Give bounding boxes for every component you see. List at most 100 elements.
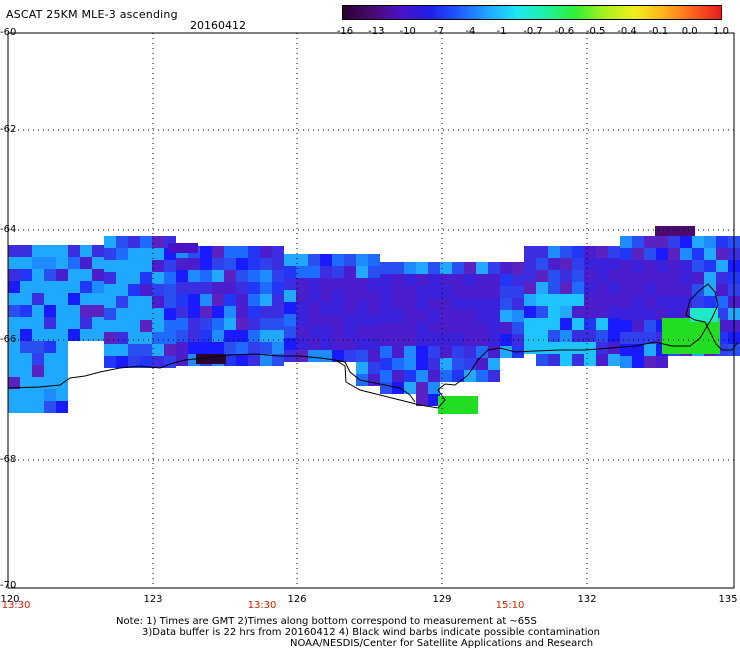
data-pixel	[260, 330, 272, 342]
data-pixel	[416, 298, 428, 310]
data-pixel	[440, 346, 452, 358]
data-pixel	[188, 258, 200, 270]
data-pixel	[56, 353, 68, 365]
data-pixel	[632, 308, 644, 320]
data-pixel	[404, 298, 416, 310]
data-pixel	[80, 293, 92, 305]
data-pixel	[644, 248, 656, 260]
data-pixel	[116, 260, 128, 272]
data-pixel	[44, 377, 56, 389]
data-pixel	[356, 350, 368, 362]
data-pixel	[332, 326, 344, 338]
data-pixel	[524, 270, 536, 282]
data-pixel	[404, 358, 416, 370]
data-pixel	[356, 290, 368, 302]
data-pixel	[632, 260, 644, 272]
data-pixel	[596, 318, 608, 330]
data-pixel	[524, 294, 536, 306]
data-pixel	[260, 342, 272, 354]
data-pixel	[560, 318, 572, 330]
data-pixel	[416, 394, 428, 406]
data-pixel	[596, 306, 608, 318]
data-pixel	[188, 270, 200, 282]
data-pixel	[320, 302, 332, 314]
data-pixel	[668, 272, 680, 284]
data-pixel	[680, 284, 692, 296]
data-pixel	[584, 270, 596, 282]
data-pixel	[224, 294, 236, 306]
data-pixel	[524, 306, 536, 318]
data-pixel	[404, 322, 416, 334]
data-pixel	[620, 272, 632, 284]
data-pixel	[296, 326, 308, 338]
data-pixel	[512, 286, 524, 298]
data-pixel	[452, 286, 464, 298]
data-pixel	[212, 246, 224, 258]
data-pixel	[8, 377, 20, 389]
data-pixel	[128, 296, 140, 308]
data-pixel	[488, 310, 500, 322]
data-pixel	[44, 245, 56, 257]
data-pixel	[128, 284, 140, 296]
data-pixel	[428, 358, 440, 370]
data-pixel	[116, 344, 128, 356]
data-pixel	[200, 258, 212, 270]
data-pixel	[68, 245, 80, 257]
data-pixel	[716, 272, 728, 284]
data-pixel	[524, 282, 536, 294]
data-pixel	[572, 342, 584, 354]
data-pixel	[644, 308, 656, 320]
data-pixel	[140, 260, 152, 272]
data-pixel	[284, 278, 296, 290]
lon-label: 132	[577, 594, 597, 605]
ice-patch	[690, 308, 718, 322]
data-pixel	[488, 298, 500, 310]
colorbar-tick-label: -0.5	[585, 26, 606, 37]
ice-patch	[438, 396, 478, 414]
data-pixel	[236, 354, 248, 366]
data-pixel	[584, 282, 596, 294]
data-pixel	[368, 278, 380, 290]
data-pixel	[140, 332, 152, 344]
data-pixel	[596, 342, 608, 354]
data-pixel	[272, 294, 284, 306]
data-pixel	[668, 296, 680, 308]
data-pixel	[344, 278, 356, 290]
data-pixel	[416, 358, 428, 370]
data-pixel	[104, 356, 116, 368]
data-pixel	[356, 314, 368, 326]
data-pixel	[332, 350, 344, 362]
data-pixel	[584, 330, 596, 342]
data-pixel	[80, 257, 92, 269]
data-pixel	[224, 270, 236, 282]
data-pixel	[176, 282, 188, 294]
data-pixel	[296, 266, 308, 278]
dark-pixel	[196, 354, 226, 364]
data-pixel	[32, 401, 44, 413]
data-pixel	[284, 326, 296, 338]
data-pixel	[80, 269, 92, 281]
data-pixel	[248, 246, 260, 258]
data-pixel	[56, 257, 68, 269]
data-pixel	[44, 365, 56, 377]
data-pixel	[152, 272, 164, 284]
data-pixel	[500, 310, 512, 322]
data-pixel	[20, 389, 32, 401]
data-pixel	[464, 298, 476, 310]
data-pixel	[692, 272, 704, 284]
data-pixel	[332, 266, 344, 278]
data-pixel	[680, 236, 692, 248]
data-pixel	[32, 341, 44, 353]
data-pixel	[128, 356, 140, 368]
data-pixel	[428, 262, 440, 274]
data-pixel	[452, 274, 464, 286]
data-pixel	[488, 286, 500, 298]
data-pixel	[92, 329, 104, 341]
data-pixel	[416, 274, 428, 286]
data-pixel	[152, 356, 164, 368]
data-pixel	[200, 294, 212, 306]
data-pixel	[212, 318, 224, 330]
data-pixel	[140, 296, 152, 308]
data-pixel	[44, 269, 56, 281]
data-pixel	[692, 284, 704, 296]
